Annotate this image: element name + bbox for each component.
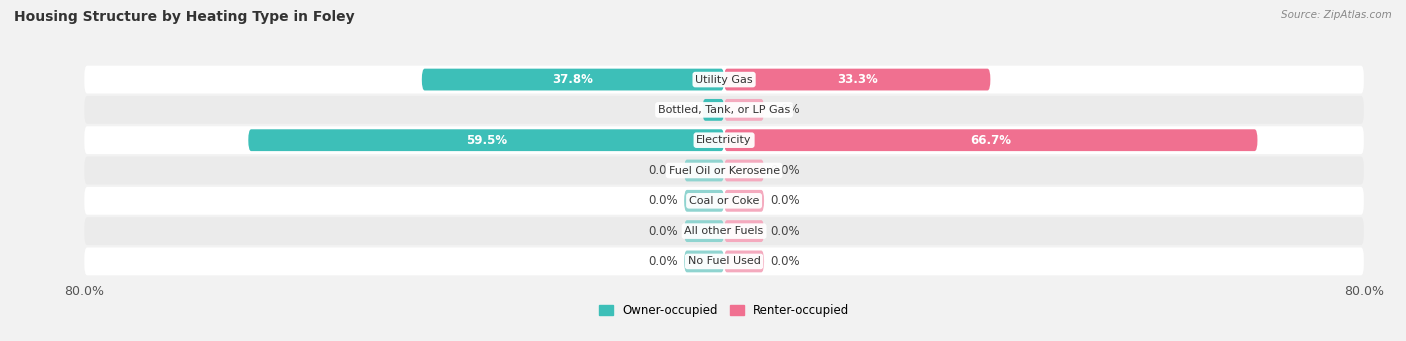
Text: 2.7%: 2.7% (666, 103, 696, 116)
FancyBboxPatch shape (724, 99, 763, 121)
FancyBboxPatch shape (703, 99, 724, 121)
FancyBboxPatch shape (84, 157, 1364, 184)
FancyBboxPatch shape (84, 187, 1364, 215)
FancyBboxPatch shape (724, 251, 763, 272)
Text: 0.0%: 0.0% (648, 164, 678, 177)
FancyBboxPatch shape (685, 190, 724, 212)
Text: 66.7%: 66.7% (970, 134, 1011, 147)
Text: No Fuel Used: No Fuel Used (688, 256, 761, 266)
Legend: Owner-occupied, Renter-occupied: Owner-occupied, Renter-occupied (593, 299, 855, 322)
FancyBboxPatch shape (685, 251, 724, 272)
Text: Housing Structure by Heating Type in Foley: Housing Structure by Heating Type in Fol… (14, 10, 354, 24)
FancyBboxPatch shape (84, 217, 1364, 245)
Text: Fuel Oil or Kerosene: Fuel Oil or Kerosene (668, 165, 780, 176)
FancyBboxPatch shape (84, 96, 1364, 124)
FancyBboxPatch shape (724, 69, 990, 90)
Text: Bottled, Tank, or LP Gas: Bottled, Tank, or LP Gas (658, 105, 790, 115)
Text: 0.0%: 0.0% (770, 103, 800, 116)
FancyBboxPatch shape (685, 160, 724, 181)
FancyBboxPatch shape (422, 69, 724, 90)
Text: Source: ZipAtlas.com: Source: ZipAtlas.com (1281, 10, 1392, 20)
Text: 0.0%: 0.0% (648, 194, 678, 207)
Text: 0.0%: 0.0% (770, 164, 800, 177)
FancyBboxPatch shape (249, 129, 724, 151)
FancyBboxPatch shape (84, 126, 1364, 154)
Text: 59.5%: 59.5% (465, 134, 506, 147)
FancyBboxPatch shape (724, 160, 763, 181)
Text: 0.0%: 0.0% (770, 255, 800, 268)
Text: 0.0%: 0.0% (770, 225, 800, 238)
Text: 37.8%: 37.8% (553, 73, 593, 86)
FancyBboxPatch shape (84, 65, 1364, 93)
Text: Electricity: Electricity (696, 135, 752, 145)
Text: 0.0%: 0.0% (648, 225, 678, 238)
Text: 0.0%: 0.0% (648, 255, 678, 268)
FancyBboxPatch shape (724, 129, 1257, 151)
FancyBboxPatch shape (724, 190, 763, 212)
Text: 33.3%: 33.3% (837, 73, 877, 86)
FancyBboxPatch shape (724, 220, 763, 242)
Text: 0.0%: 0.0% (770, 194, 800, 207)
Text: All other Fuels: All other Fuels (685, 226, 763, 236)
FancyBboxPatch shape (685, 220, 724, 242)
Text: Coal or Coke: Coal or Coke (689, 196, 759, 206)
FancyBboxPatch shape (84, 248, 1364, 276)
Text: Utility Gas: Utility Gas (696, 75, 752, 85)
